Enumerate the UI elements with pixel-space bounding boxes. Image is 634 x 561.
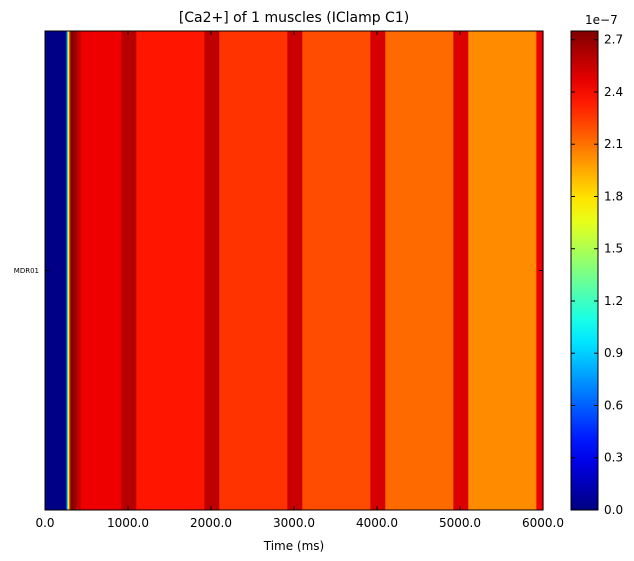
heatmap-cell-3	[69, 31, 71, 510]
colorbar-tick-label-3: 0.9	[604, 346, 623, 360]
heatmap-cell-13	[302, 31, 371, 510]
colorbar-tick-label-5: 1.5	[604, 242, 623, 256]
heatmap-cell-4	[70, 31, 74, 510]
row-labels: MDR01	[14, 267, 39, 275]
heatmap-cell-2	[67, 31, 70, 510]
colorbar-tick-label-6: 1.8	[604, 189, 623, 203]
heatmap-cell-1	[66, 31, 69, 510]
colorbar-tick-label-1: 0.3	[604, 451, 623, 465]
heatmap-cell-15	[385, 31, 454, 510]
chart-title: [Ca2+] of 1 muscles (IClamp C1)	[179, 10, 409, 26]
heatmap-cell-17	[468, 31, 537, 510]
heatmap-cell-11	[219, 31, 288, 510]
colorbar-tick-label-0: 0.0	[604, 503, 623, 517]
heatmap-cell-9	[136, 31, 205, 510]
x-axis-label: Time (ms)	[263, 539, 325, 553]
x-tick-labels: 0.0 1000.0 2000.0 3000.0 4000.0 5000.0 6000.0	[35, 516, 564, 530]
x-tick-label-5: 5000.0	[439, 516, 481, 530]
colorbar-tick-label-4: 1.2	[604, 294, 623, 308]
row-label-0: MDR01	[14, 267, 39, 275]
colorbar-tick-label-7: 2.1	[604, 137, 623, 151]
x-tick-label-2: 2000.0	[190, 516, 232, 530]
colorbar-tick-label-8: 2.4	[604, 85, 623, 99]
heatmap-cell-12	[287, 31, 303, 510]
heatmap-cell-10	[204, 31, 220, 510]
colorbar	[571, 31, 598, 510]
heatmap-cell-7	[80, 31, 122, 510]
heatmap-cell-14	[370, 31, 386, 510]
x-tick-label-6: 6000.0	[522, 516, 564, 530]
colorbar-scale-label: 1e−7	[585, 13, 618, 27]
colorbar-tick-label-9: 2.7	[604, 33, 623, 47]
x-tick-label-0: 0.0	[35, 516, 54, 530]
x-tick-label-3: 3000.0	[273, 516, 315, 530]
colorbar-frame	[570, 30, 599, 511]
heatmap-cell-8	[121, 31, 137, 510]
plot-frame	[44, 30, 544, 511]
colorbar-tick-label-2: 0.6	[604, 398, 623, 412]
x-tick-label-1: 1000.0	[107, 516, 149, 530]
x-tick-label-4: 4000.0	[356, 516, 398, 530]
heatmap-cell-16	[453, 31, 469, 510]
heatmap-cells	[45, 31, 544, 510]
heatmap-cell-0	[45, 31, 68, 510]
heatmap-cell-6	[76, 31, 82, 510]
heatmap-cell-5	[73, 31, 78, 510]
